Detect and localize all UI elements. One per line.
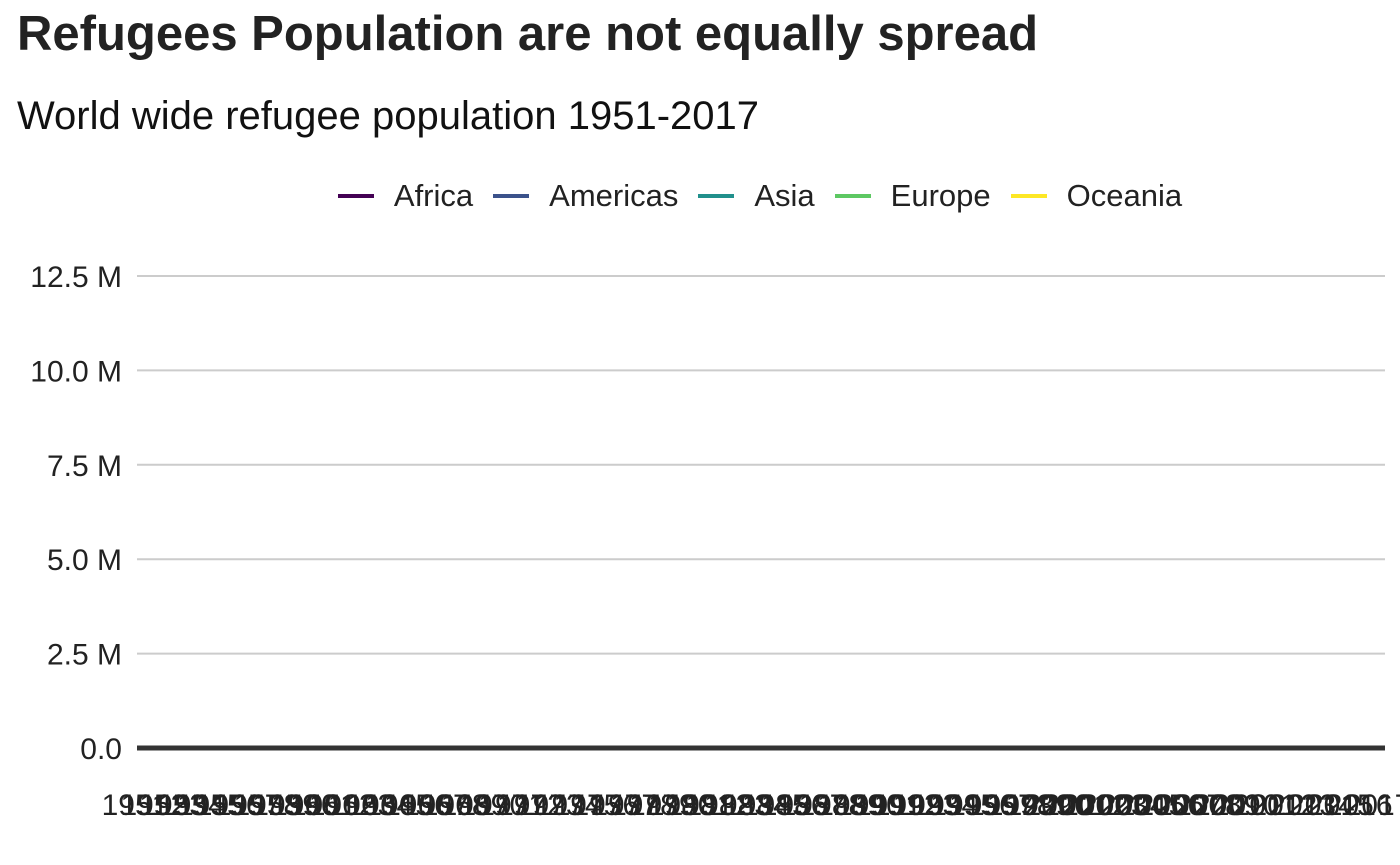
- legend-item-americas: Americas: [493, 178, 678, 214]
- x-tick-label: 1989: [817, 789, 884, 822]
- legend-item-africa: Africa: [337, 178, 474, 214]
- x-tick-label: 2004: [1100, 789, 1167, 822]
- y-tick-label: 12.5 M: [30, 261, 122, 294]
- x-tick-label: 1968: [422, 789, 489, 822]
- legend-key: [493, 194, 530, 198]
- x-tick-label: 1999: [1006, 789, 1073, 822]
- legend-label: Oceania: [1066, 178, 1183, 213]
- x-tick-label: 1986: [761, 789, 828, 822]
- x-tick-label: 1978: [610, 789, 677, 822]
- x-tick-label: 1967: [403, 789, 470, 822]
- legend-label: Americas: [549, 178, 679, 213]
- x-tick-label: 1954: [158, 789, 225, 822]
- x-tick-label: 1998: [987, 789, 1054, 822]
- legend-label: Africa: [393, 178, 474, 213]
- x-tick-label: 1982: [685, 789, 752, 822]
- x-tick-label: 1988: [798, 789, 865, 822]
- x-tick-label: 2009: [1194, 789, 1261, 822]
- chart-subtitle: World wide refugee population 1951-2017: [17, 94, 760, 138]
- x-tick-label: 1980: [648, 789, 715, 822]
- legend-item-asia: Asia: [698, 178, 815, 214]
- x-tick-label: 1962: [309, 789, 376, 822]
- x-tick-label: 2012: [1250, 789, 1317, 822]
- x-tick-label: 2015: [1307, 789, 1374, 822]
- x-tick-label: 1984: [723, 789, 790, 822]
- x-tick-label: 2008: [1175, 789, 1242, 822]
- x-tick-label: 1996: [949, 789, 1016, 822]
- x-tick-label: 2017: [1345, 789, 1400, 822]
- x-tick-label: 2003: [1081, 789, 1148, 822]
- x-tick-label: 1961: [290, 789, 357, 822]
- chart-legend: Africa Americas Asia Europe Oceania: [0, 178, 1400, 214]
- x-tick-label: 1952: [120, 789, 187, 822]
- legend-item-europe: Europe: [834, 178, 991, 214]
- x-tick-label: 1955: [177, 789, 244, 822]
- x-tick-label: 2007: [1156, 789, 1223, 822]
- x-tick-label: 1977: [591, 789, 658, 822]
- x-tick-label: 1985: [742, 789, 809, 822]
- x-tick-label: 1979: [629, 789, 696, 822]
- legend-key: [834, 194, 871, 198]
- x-tick-label: 2010: [1213, 789, 1280, 822]
- x-tick-label: 1981: [667, 789, 734, 822]
- legend-label: Asia: [754, 178, 815, 213]
- x-tick-label: 1976: [572, 789, 639, 822]
- legend-key: [698, 194, 735, 198]
- x-tick-label: 1975: [554, 789, 621, 822]
- x-tick-label: 1970: [459, 789, 526, 822]
- x-tick-label: 1995: [930, 789, 997, 822]
- x-tick-label: 1956: [196, 789, 263, 822]
- x-tick-label: 1971: [478, 789, 545, 822]
- x-tick-label: 1958: [233, 789, 300, 822]
- y-tick-label: 7.5 M: [47, 450, 122, 483]
- x-tick-label: 1987: [780, 789, 847, 822]
- y-tick-label: 2.5 M: [47, 639, 122, 672]
- x-tick-label: 2006: [1137, 789, 1204, 822]
- x-tick-label: 1957: [215, 789, 282, 822]
- x-tick-label: 1963: [328, 789, 395, 822]
- x-tick-label: 1966: [384, 789, 451, 822]
- x-tick-label: 1993: [893, 789, 960, 822]
- x-tick-label: 1953: [139, 789, 206, 822]
- x-tick-label: 2000: [1024, 789, 1091, 822]
- y-tick-label: 0.0: [80, 733, 122, 766]
- x-tick-label: 1994: [911, 789, 978, 822]
- legend-key: [1010, 194, 1047, 198]
- x-tick-label: 1969: [441, 789, 508, 822]
- x-tick-label: 1964: [346, 789, 413, 822]
- x-tick-label: 1983: [704, 789, 771, 822]
- x-tick-label: 2005: [1119, 789, 1186, 822]
- x-tick-label: 1959: [252, 789, 319, 822]
- x-tick-label: 1960: [271, 789, 338, 822]
- x-tick-label: 1951: [102, 789, 169, 822]
- x-tick-label: 2014: [1288, 789, 1355, 822]
- x-tick-label: 1997: [968, 789, 1035, 822]
- x-tick-label: 1974: [535, 789, 602, 822]
- x-tick-label: 1991: [855, 789, 922, 822]
- x-tick-label: 1973: [516, 789, 583, 822]
- x-tick-label: 2016: [1326, 789, 1393, 822]
- legend-item-oceania: Oceania: [1010, 178, 1183, 214]
- x-tick-label: 1990: [836, 789, 903, 822]
- x-tick-label: 1965: [365, 789, 432, 822]
- x-tick-label: 2011: [1233, 789, 1298, 822]
- legend-label: Europe: [890, 178, 991, 213]
- x-tick-label: 1992: [874, 789, 941, 822]
- y-tick-label: 10.0 M: [30, 355, 122, 388]
- legend-key: [337, 194, 374, 198]
- chart-title: Refugees Population are not equally spre…: [17, 7, 1039, 61]
- x-tick-label: 2013: [1269, 789, 1336, 822]
- y-tick-label: 5.0 M: [47, 544, 122, 577]
- x-tick-label: 2001: [1043, 789, 1110, 822]
- x-tick-label: 1972: [497, 789, 564, 822]
- x-tick-label: 2002: [1062, 789, 1129, 822]
